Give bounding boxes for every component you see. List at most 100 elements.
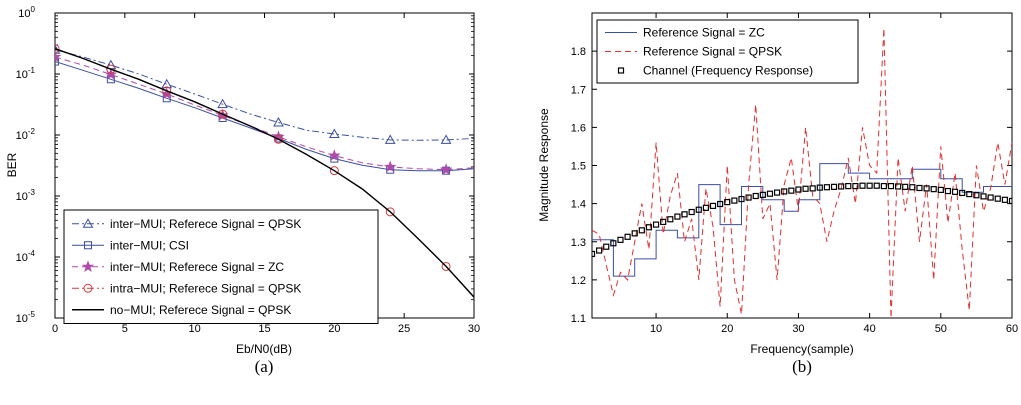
- data-point: [766, 190, 774, 197]
- data-point: [845, 182, 852, 190]
- data-point: [55, 50, 62, 63]
- data-point: [624, 233, 631, 240]
- data-point: [645, 224, 653, 231]
- legend-label: Channel (Frequency Response): [643, 64, 813, 78]
- data-point: [859, 182, 866, 189]
- series-line: [592, 163, 1012, 277]
- data-point: [916, 184, 923, 192]
- data-point: [681, 211, 688, 218]
- legend-box: [63, 209, 379, 324]
- panel-a-series: [55, 44, 474, 298]
- series-line: [55, 56, 474, 171]
- y-tick-exponent: -3: [28, 188, 36, 197]
- y-tick-exponent: -1: [28, 66, 36, 75]
- y-tick-base: 10: [16, 313, 28, 325]
- y-tick-base: 10: [16, 252, 28, 264]
- series-4: [55, 48, 474, 298]
- data-point: [104, 67, 117, 80]
- legend-label: inter−MUI; CSI: [110, 238, 189, 252]
- data-point: [759, 191, 766, 198]
- legend-marker: [617, 67, 625, 74]
- data-point: [592, 250, 596, 258]
- data-point: [994, 195, 1001, 202]
- y-tick-exponent: 0: [31, 5, 36, 14]
- series-line: [55, 49, 474, 141]
- data-point: [745, 194, 752, 201]
- data-point: [959, 189, 966, 197]
- data-point: [674, 213, 681, 220]
- x-tick-label: 15: [258, 323, 270, 335]
- legend-label: Reference Signal = ZC: [643, 26, 765, 40]
- y-tick-label: 10-2: [16, 127, 36, 142]
- data-point: [695, 206, 702, 213]
- y-tick-label: 1.5: [571, 161, 586, 173]
- data-point: [788, 187, 795, 194]
- x-tick-label: 10: [650, 323, 662, 335]
- data-point: [55, 44, 60, 54]
- y-tick-label: 10-3: [16, 188, 36, 203]
- data-point: [738, 195, 745, 203]
- data-point: [987, 194, 994, 201]
- data-point: [328, 128, 340, 138]
- y-tick-exponent: -4: [28, 249, 36, 258]
- y-tick-label: 10-5: [16, 310, 36, 325]
- data-point: [439, 163, 453, 175]
- data-point: [1008, 197, 1012, 205]
- legend-label: no−MUI; Referece Signal = QPSK: [110, 303, 291, 317]
- data-point: [781, 188, 788, 195]
- data-point: [802, 185, 809, 192]
- y-tick-label: 1.8: [571, 46, 586, 58]
- data-point: [937, 186, 944, 193]
- x-tick-label: 50: [935, 323, 947, 335]
- y-tick-exponent: -5: [28, 310, 36, 319]
- legend-marker: [84, 241, 92, 250]
- data-point: [717, 200, 724, 208]
- data-point: [218, 109, 228, 119]
- series-line: [55, 48, 474, 298]
- panel-b-x-axis-label: Frequency(sample): [750, 342, 853, 356]
- data-point: [273, 117, 284, 127]
- x-tick-label: 25: [398, 323, 410, 335]
- panel-a-legend: inter−MUI; Referece Signal = QPSK inter−M…: [63, 209, 379, 324]
- data-point: [440, 134, 452, 144]
- y-tick-base: 10: [16, 191, 28, 203]
- data-point: [980, 193, 987, 200]
- panel-b: 10 20 30 40 50 60 1.1 1.2 1.3 1.4 1.5 1.6 1.7 1.8 Fre…: [537, 12, 1018, 376]
- data-point: [688, 208, 695, 216]
- y-tick-exponent: -2: [28, 127, 36, 136]
- data-point: [652, 221, 660, 228]
- data-point: [838, 183, 845, 190]
- data-point: [944, 187, 952, 195]
- data-point: [217, 98, 228, 109]
- x-tick-label: 20: [328, 323, 340, 335]
- panel-b-legend: Reference Signal = ZC Reference Signal = …: [596, 19, 859, 84]
- data-point: [895, 183, 902, 190]
- legend-marker: [83, 283, 93, 293]
- data-point: [809, 185, 816, 192]
- legend-label: inter−MUI; Referece Signal = ZC: [110, 260, 284, 274]
- y-tick-label: 1.1: [571, 313, 586, 325]
- x-tick-label: 5: [122, 323, 128, 335]
- panel-a-x-axis-label: Eb/N0(dB): [236, 342, 292, 356]
- panel-b-ticks: 10 20 30 40 50 60 1.1 1.2 1.3 1.4 1.5 1.6 1.7 1.8: [571, 13, 1018, 335]
- data-point: [973, 192, 980, 199]
- x-tick-label: 60: [1006, 323, 1018, 335]
- data-point: [383, 160, 397, 173]
- legend-box: [596, 19, 859, 84]
- data-point: [638, 227, 645, 234]
- legend-marker: [82, 218, 94, 228]
- data-point: [951, 188, 959, 195]
- data-point: [873, 182, 880, 189]
- data-point: [162, 86, 172, 96]
- data-point: [329, 166, 339, 176]
- data-point: [930, 186, 937, 193]
- y-tick-label: 10-4: [16, 249, 36, 264]
- series-2: [592, 182, 1012, 258]
- data-point: [273, 134, 283, 144]
- series-0: [592, 163, 1012, 277]
- y-tick-label: 1.2: [571, 275, 586, 287]
- legend-label: inter−MUI; Referece Signal = QPSK: [110, 217, 301, 231]
- data-point: [823, 184, 831, 191]
